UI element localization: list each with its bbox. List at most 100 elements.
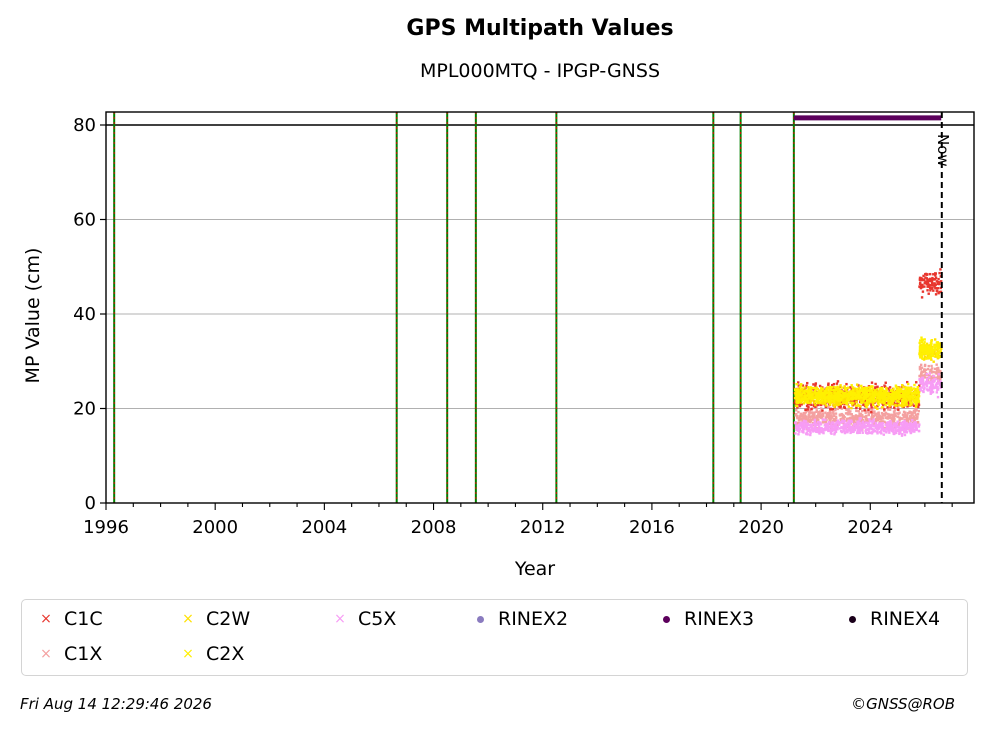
legend-item-c2x: × C2X — [180, 643, 244, 665]
point-c2x — [856, 404, 859, 407]
point-c2x — [818, 389, 821, 393]
point-c5x — [809, 431, 812, 435]
point-c1c — [919, 281, 922, 285]
point-c2x — [884, 392, 887, 395]
point-c2x — [870, 385, 873, 388]
legend-item-c5x: × C5X — [332, 608, 396, 630]
point-c5x — [806, 433, 809, 436]
point-c2x — [864, 397, 867, 400]
point-c2x — [872, 393, 875, 397]
point-c2x — [937, 355, 940, 358]
point-c1x — [875, 419, 878, 423]
point-c5x — [858, 418, 861, 421]
point-c2w — [887, 400, 890, 403]
point-c5x — [933, 380, 936, 383]
point-c5x — [887, 429, 890, 432]
point-c1x — [819, 407, 823, 410]
point-c5x — [877, 425, 880, 428]
point-c1x — [901, 417, 904, 420]
point-c2x — [881, 395, 885, 398]
legend-label-rinex2: RINEX2 — [498, 608, 569, 630]
point-c1c — [919, 283, 923, 287]
point-c5x — [815, 427, 818, 431]
point-c2x — [892, 393, 895, 396]
point-c2x — [877, 392, 880, 396]
point-c2x — [851, 401, 854, 404]
point-c2x — [920, 347, 924, 350]
point-c1x — [832, 418, 836, 421]
point-c5x — [867, 423, 870, 427]
point-c5x — [843, 425, 846, 428]
point-c2x — [819, 396, 822, 399]
point-c1c — [806, 381, 809, 385]
point-c1x — [847, 417, 851, 420]
point-c1x — [896, 412, 899, 415]
point-c5x — [829, 431, 833, 434]
point-c1c — [806, 402, 810, 406]
point-c2x — [921, 345, 924, 348]
point-c5x — [885, 427, 889, 430]
chart-title: GPS Multipath Values — [406, 16, 674, 41]
point-c2w — [888, 404, 891, 408]
point-c2x — [931, 350, 935, 354]
point-c2x — [859, 389, 862, 392]
point-c5x — [840, 420, 844, 424]
point-c2x — [802, 397, 805, 401]
point-c2x — [855, 395, 858, 398]
point-c1x — [834, 415, 838, 418]
point-c5x — [891, 428, 894, 432]
point-c1x — [916, 412, 920, 416]
point-c1x — [909, 419, 913, 422]
point-c5x — [834, 428, 837, 431]
point-c1x — [817, 418, 820, 421]
point-c5x — [825, 427, 829, 430]
point-c1c — [926, 280, 930, 284]
point-c2x — [939, 350, 942, 353]
point-c2x — [912, 391, 915, 394]
point-c1x — [936, 376, 940, 379]
point-c2x — [860, 401, 863, 405]
point-c1x — [853, 419, 856, 423]
point-c2x — [928, 354, 931, 357]
point-c2x — [833, 391, 836, 395]
point-c5x — [824, 426, 827, 430]
point-c1x — [838, 414, 842, 417]
point-c5x — [801, 430, 805, 433]
point-c1x — [909, 417, 912, 420]
point-c1c — [937, 280, 940, 284]
point-c1x — [923, 364, 927, 368]
point-c2x — [874, 389, 877, 392]
point-c2x — [799, 399, 802, 403]
point-c2x — [834, 398, 837, 401]
point-c2w — [936, 350, 939, 353]
point-c1c — [821, 409, 824, 412]
point-c5x — [918, 423, 921, 426]
point-c2x — [912, 400, 916, 403]
point-c1c — [933, 283, 937, 286]
point-c2x — [830, 394, 833, 397]
point-c2x — [918, 345, 922, 349]
point-c5x — [912, 427, 915, 430]
point-c5x — [918, 389, 921, 392]
point-c2x — [833, 386, 836, 389]
point-c1c — [939, 275, 942, 278]
point-c5x — [925, 377, 929, 381]
point-c1x — [815, 415, 818, 419]
point-c5x — [881, 422, 885, 425]
point-c1c — [873, 387, 877, 390]
point-c2x — [796, 394, 800, 397]
point-c1c — [936, 287, 940, 290]
point-c5x — [897, 428, 900, 432]
point-c5x — [856, 423, 860, 426]
point-c2x — [872, 395, 875, 398]
point-c2x — [824, 399, 827, 403]
point-c5x — [886, 425, 889, 429]
point-c5x — [864, 429, 867, 433]
point-c1c — [919, 286, 923, 290]
point-c2x — [938, 355, 942, 359]
point-c1x — [930, 364, 933, 368]
point-c2x — [833, 394, 836, 398]
point-c5x — [832, 424, 836, 428]
point-c2x — [903, 394, 906, 398]
point-c2w — [857, 386, 861, 390]
